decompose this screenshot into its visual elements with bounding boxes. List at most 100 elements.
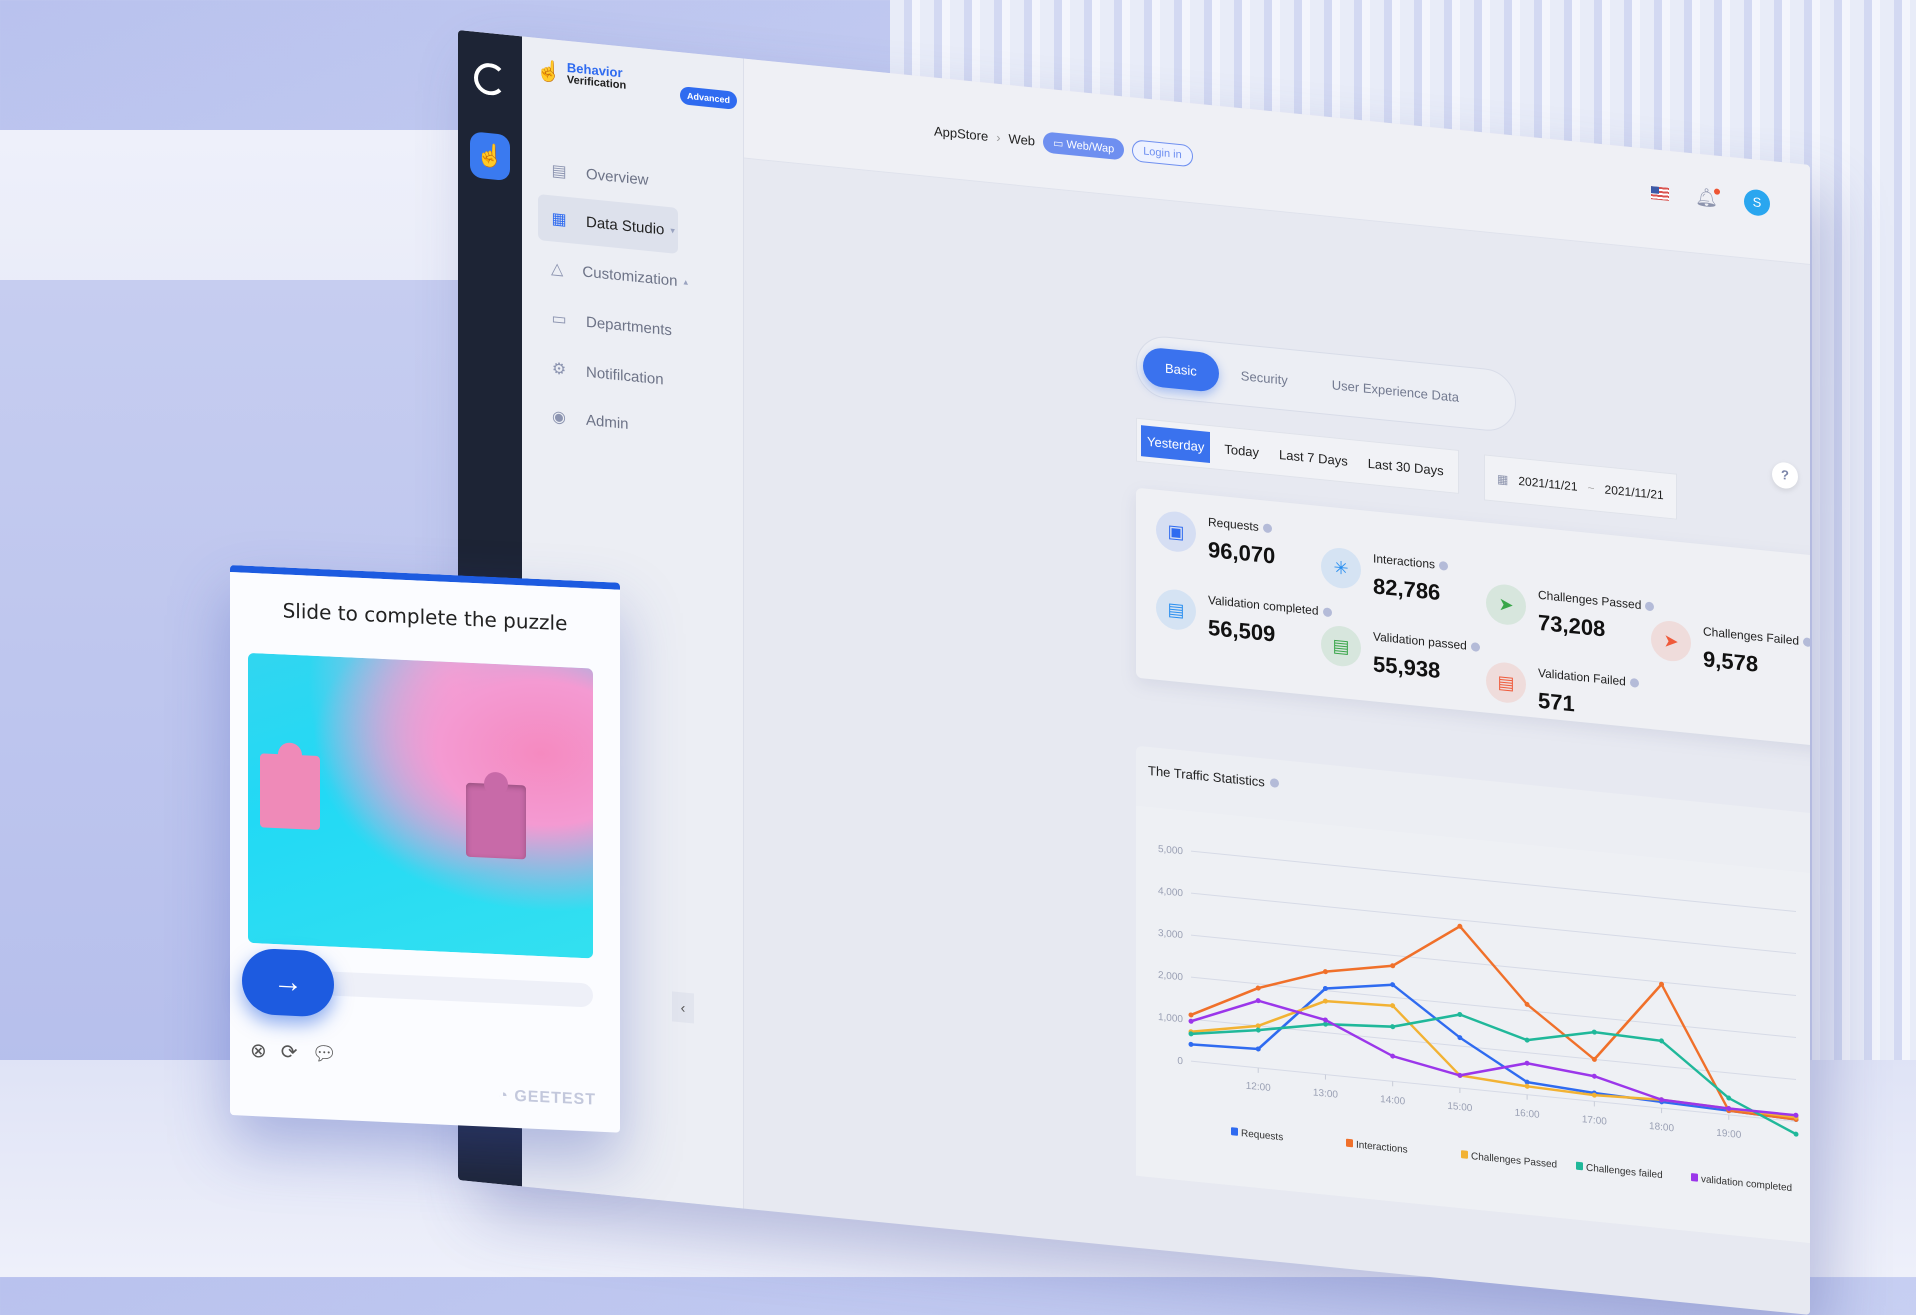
sidebar-item-label: Overview (586, 165, 649, 189)
line-chart: 0 1,000 2,000 3,000 4,000 5,000 12:00 13:00 14:0… (1158, 844, 1799, 1194)
dashboard-window: ☝ ☝ Behavior Verification Advanced ▤ Overv… (458, 30, 1810, 1315)
data-point (1457, 1035, 1463, 1041)
feedback-icon[interactable]: 💬︎ (311, 1042, 337, 1066)
data-point (1188, 1031, 1194, 1037)
date-range-presets: Yesterday Today Last 7 Days Last 30 Days (1136, 417, 1459, 494)
traffic-chart: 0 1,000 2,000 3,000 4,000 5,000 12:00 13:00 14:0… (1136, 805, 1810, 1246)
stat-label-text: Requests (1208, 514, 1259, 534)
sidebar-item-label: Customization (582, 262, 678, 290)
start-date[interactable]: 2021/11/21 (1518, 473, 1578, 494)
legend-swatch (1461, 1150, 1468, 1159)
info-icon[interactable] (1803, 636, 1810, 647)
data-point (1188, 1018, 1194, 1024)
y-tick-label: 4,000 (1158, 886, 1183, 900)
bell-icon[interactable]: 🔔︎ (1695, 185, 1718, 209)
legend-swatch (1346, 1138, 1353, 1148)
data-point (1524, 1001, 1530, 1007)
series-line-4 (1190, 999, 1796, 1117)
data-point (1188, 1041, 1194, 1047)
breadcrumb: AppStore › Web ▭ Web/Wap Login in (934, 120, 1193, 168)
data-point (1524, 1079, 1530, 1085)
tab-basic[interactable]: Basic (1143, 345, 1219, 393)
range-yesterday[interactable]: Yesterday (1141, 424, 1211, 463)
data-point (1524, 1060, 1530, 1066)
end-date[interactable]: 2021/11/21 (1604, 482, 1664, 503)
data-point (1659, 1038, 1665, 1044)
data-point (1390, 1003, 1396, 1009)
data-point (1390, 982, 1396, 988)
data-point (1255, 985, 1261, 991)
data-point (1322, 1017, 1328, 1023)
info-icon[interactable] (1262, 522, 1272, 533)
stat-icon: ➤ (1486, 582, 1526, 627)
data-point (1390, 1053, 1396, 1059)
geetest-logo: ◔ GEETEST (498, 1087, 596, 1109)
stat-label-text: Validation passed (1373, 629, 1467, 653)
info-icon[interactable] (1645, 601, 1655, 611)
login-tag[interactable]: Login in (1132, 139, 1193, 168)
document-icon: ▤ (551, 162, 567, 181)
legend-swatch (1691, 1173, 1698, 1182)
gridline (1191, 1060, 1796, 1123)
traffic-statistics-card: The Traffic Statistics 0 1,000 2,000 3,000 4… (1136, 745, 1810, 1246)
x-tick-label: 17:00 (1582, 1114, 1607, 1128)
data-point (1793, 1131, 1799, 1137)
stat-value: 9,578 (1703, 646, 1759, 677)
breadcrumb-appstore[interactable]: AppStore (934, 123, 989, 144)
data-point (1524, 1037, 1530, 1043)
stat-validation-completed: ▤ Validation completed 56,509 (1156, 587, 1332, 654)
data-point (1659, 981, 1665, 987)
range-last-30-days[interactable]: Last 30 Days (1367, 455, 1444, 478)
avatar[interactable]: S (1744, 188, 1770, 217)
stat-label-text: Interactions (1373, 551, 1436, 572)
info-icon[interactable] (1629, 677, 1639, 688)
legend-label: Requests (1241, 1128, 1283, 1143)
stat-value: 55,938 (1373, 651, 1441, 684)
tab-user-experience-data[interactable]: User Experience Data (1331, 376, 1459, 405)
data-point (1188, 1012, 1194, 1018)
data-point (1591, 1056, 1597, 1062)
y-tick-label: 5,000 (1158, 844, 1183, 858)
stat-label: Validation completed (1208, 593, 1332, 619)
chart-window-icon: ▦ (551, 210, 567, 229)
traffic-title-text: The Traffic Statistics (1148, 762, 1265, 790)
slider-handle-arrow-icon[interactable]: → (242, 947, 334, 1018)
stats-card: ▣ Requests 96,070 ✳ Interactions 82,786 ➤ … (1136, 487, 1810, 748)
data-point (1524, 1083, 1530, 1089)
collapse-sidebar-button[interactable]: ‹ (672, 991, 694, 1024)
refresh-icon[interactable]: ⟳ (280, 1041, 298, 1065)
info-icon[interactable] (1439, 560, 1449, 571)
us-flag-icon[interactable] (1651, 185, 1670, 201)
series-line-1 (1190, 925, 1797, 1121)
x-tick-label: 14:00 (1380, 1094, 1405, 1108)
puzzle-piece[interactable] (260, 753, 320, 831)
header-actions: 🔔︎ S (1651, 179, 1770, 217)
captcha-title: Slide to complete the puzzle (282, 598, 568, 636)
close-icon[interactable]: ⊗ (250, 1039, 267, 1063)
stat-label-text: Validation Failed (1538, 665, 1626, 689)
captcha-actions: ⊗ ⟳ 💬︎ (250, 1038, 337, 1067)
stat-icon: ▤ (1321, 624, 1361, 669)
legend-swatch (1576, 1161, 1583, 1171)
geetest-logo-icon[interactable] (474, 61, 506, 97)
data-point (1390, 963, 1396, 969)
y-tick-label: 2,000 (1158, 970, 1183, 984)
tab-security[interactable]: Security (1240, 367, 1288, 388)
y-tick-label: 1,000 (1158, 1012, 1183, 1026)
breadcrumb-web[interactable]: Web (1008, 130, 1036, 149)
range-last-7-days[interactable]: Last 7 Days (1279, 446, 1348, 469)
info-icon[interactable] (1269, 778, 1279, 788)
info-icon[interactable] (1322, 606, 1332, 617)
behavior-app-icon[interactable]: ☝ (470, 131, 510, 182)
stat-validation-passed: ▤ Validation passed 55,938 (1321, 624, 1480, 688)
range-today[interactable]: Today (1224, 440, 1260, 460)
info-icon[interactable] (1470, 641, 1480, 652)
sidebar-item-departments[interactable]: ▭ Departments (538, 294, 678, 354)
date-range-picker[interactable]: ▦ 2021/11/21 ~ 2021/11/21 (1484, 454, 1677, 520)
plan-badge: Advanced (680, 86, 738, 110)
platform-tag[interactable]: ▭ Web/Wap (1043, 130, 1125, 160)
sidebar-item-label: Notifilcation (586, 363, 664, 389)
stat-label: Validation Failed (1538, 666, 1639, 690)
archive-icon: ▭ (551, 310, 567, 329)
data-point (1255, 1023, 1261, 1029)
